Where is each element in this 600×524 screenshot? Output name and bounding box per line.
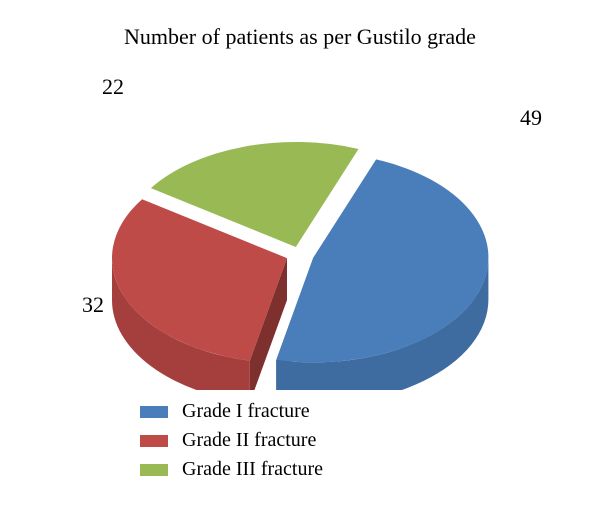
legend-item: Grade I fracture bbox=[140, 400, 323, 423]
slice-value-label: 22 bbox=[102, 74, 124, 100]
legend-swatch-grade-iii bbox=[140, 464, 168, 476]
slice-value-label: 32 bbox=[82, 292, 104, 318]
legend-label: Grade I fracture bbox=[182, 400, 310, 423]
legend-label: Grade II fracture bbox=[182, 429, 316, 452]
slice-value-label: 49 bbox=[520, 105, 542, 131]
legend-swatch-grade-i bbox=[140, 406, 168, 418]
legend: Grade I fracture Grade II fracture Grade… bbox=[140, 400, 323, 487]
legend-label: Grade III fracture bbox=[182, 458, 323, 481]
legend-swatch-grade-ii bbox=[140, 435, 168, 447]
chart-title: Number of patients as per Gustilo grade bbox=[0, 24, 600, 50]
legend-item: Grade II fracture bbox=[140, 429, 323, 452]
legend-item: Grade III fracture bbox=[140, 458, 323, 481]
pie-chart bbox=[0, 60, 600, 390]
